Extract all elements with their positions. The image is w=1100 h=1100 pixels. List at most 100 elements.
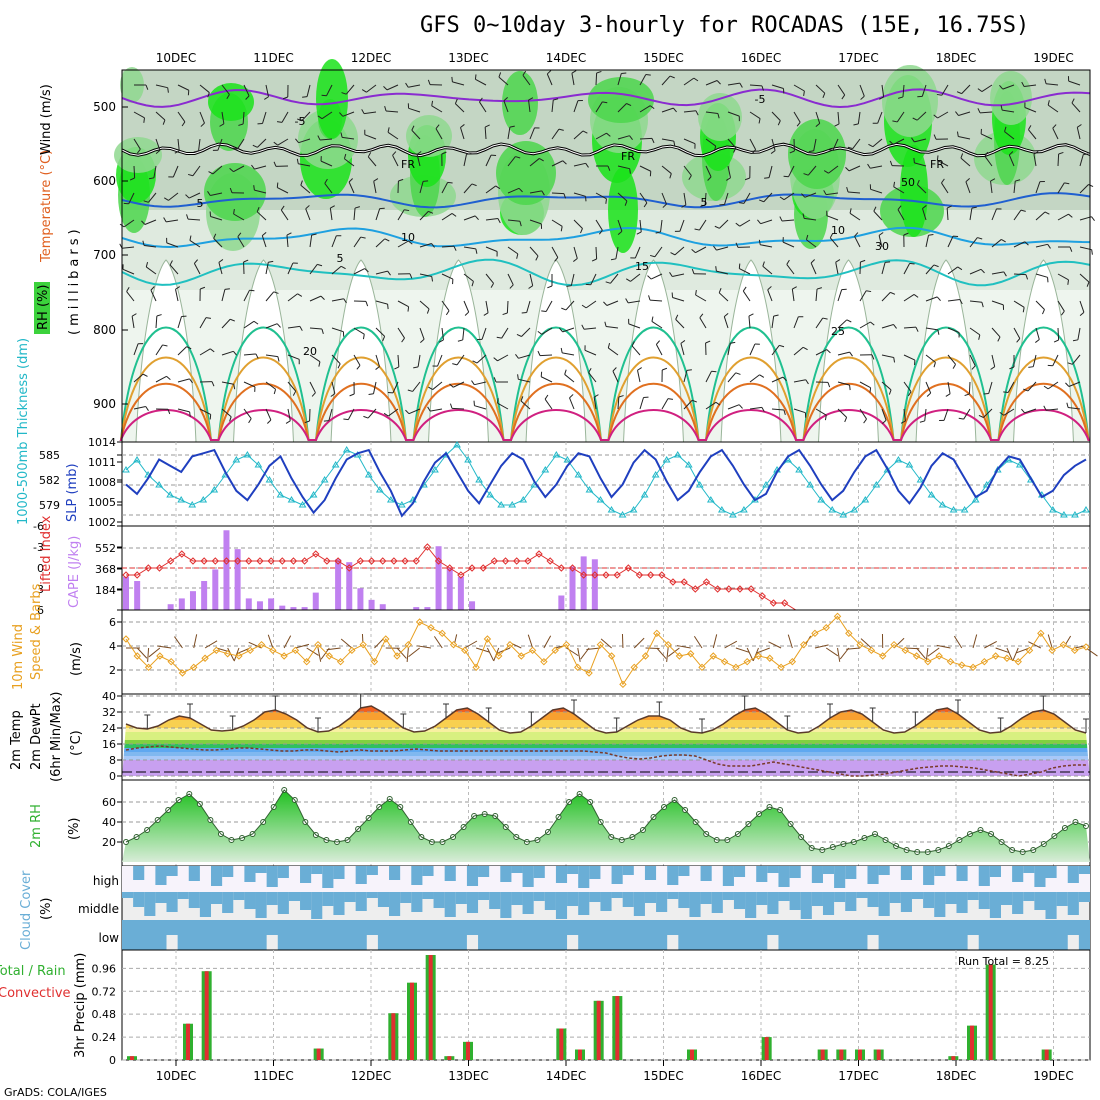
cape-bar xyxy=(413,607,420,610)
barb-flag xyxy=(431,276,434,282)
contour-label--5: -5 xyxy=(295,115,306,128)
barb-flag xyxy=(493,377,497,383)
barb xyxy=(320,160,333,167)
precip-conv-bar xyxy=(410,982,414,1060)
barb-flag xyxy=(189,378,193,384)
barb xyxy=(286,235,289,248)
barb xyxy=(331,235,337,248)
barb xyxy=(375,208,381,221)
barb xyxy=(639,105,651,113)
thickness-point xyxy=(309,491,318,498)
barb xyxy=(265,323,278,329)
barb xyxy=(634,246,641,259)
barb-flag xyxy=(447,181,453,184)
barb xyxy=(917,184,927,194)
barb xyxy=(771,376,784,383)
cloud-mid-bar xyxy=(856,892,868,898)
cape-bar xyxy=(368,599,375,610)
barb xyxy=(221,318,231,329)
temp-tick-32: 32 xyxy=(102,706,116,719)
wind10m-barb xyxy=(724,640,738,649)
wind10m-barb xyxy=(493,647,500,662)
cape-bar xyxy=(301,607,308,610)
dry-plume xyxy=(622,259,685,443)
slp-tick-1002: 1002 xyxy=(88,516,116,529)
barb-flag xyxy=(822,92,826,99)
barb xyxy=(573,162,586,167)
barb-flag xyxy=(452,363,458,366)
x-tick-11DEC: 11DEC xyxy=(253,1069,293,1083)
barb xyxy=(331,265,342,275)
li-point xyxy=(345,564,353,572)
barb xyxy=(991,271,1004,275)
barb-flag xyxy=(1021,81,1025,87)
barb-flag xyxy=(276,182,279,188)
wind10m-barb xyxy=(1085,647,1098,657)
barb xyxy=(166,219,179,223)
barb-flag xyxy=(779,216,783,222)
barb xyxy=(573,130,584,140)
li-tick--3: -3 xyxy=(33,541,44,554)
wind10m-barb xyxy=(408,647,420,658)
barb xyxy=(551,219,563,227)
barb xyxy=(705,371,712,383)
cloud-mid-bar xyxy=(867,892,879,907)
barb-flag xyxy=(783,409,786,415)
barb xyxy=(1035,181,1041,194)
barb xyxy=(386,110,399,113)
barb xyxy=(683,370,688,383)
barb-flag xyxy=(1067,362,1073,365)
barb xyxy=(507,187,520,194)
barb xyxy=(145,266,157,275)
barb-flag xyxy=(143,200,149,203)
cloud-mid-bar xyxy=(1056,892,1068,906)
barb-flag xyxy=(343,298,347,304)
cloud-high-bar xyxy=(867,866,879,884)
wind10m-barb xyxy=(846,647,861,650)
barb-flag xyxy=(277,356,280,362)
cape-bar xyxy=(379,604,386,610)
barb xyxy=(595,192,607,200)
barb xyxy=(607,347,619,356)
barb-flag xyxy=(651,138,655,144)
barb xyxy=(815,84,826,94)
barb xyxy=(793,84,805,92)
barb xyxy=(133,165,136,179)
barb xyxy=(826,215,839,221)
barb-flag xyxy=(330,393,336,397)
barb xyxy=(544,398,553,410)
barb-flag xyxy=(562,160,567,165)
barb-flag xyxy=(1071,98,1075,104)
barb xyxy=(705,401,717,410)
barb-flag xyxy=(162,119,166,125)
rh2m-series xyxy=(122,787,1090,862)
barb-flag xyxy=(670,252,676,256)
barb-flag xyxy=(759,374,765,378)
barb-flag xyxy=(645,74,651,76)
rh-cell xyxy=(882,65,938,137)
barb xyxy=(329,208,333,221)
barb xyxy=(961,84,971,94)
cloud-mid-bar xyxy=(889,892,901,903)
cloud-mid-bar xyxy=(511,892,523,905)
cloud-mid-bar xyxy=(500,892,512,918)
barb xyxy=(287,325,300,329)
barb xyxy=(881,324,894,329)
barb-flag xyxy=(714,225,720,229)
barb xyxy=(123,219,135,228)
barb-flag xyxy=(449,403,453,409)
barb xyxy=(981,84,993,92)
barb xyxy=(392,381,399,394)
cloud-mid-bar xyxy=(878,892,890,916)
barb xyxy=(835,262,839,275)
wind10m-barb xyxy=(586,647,601,650)
barb xyxy=(1057,153,1060,167)
barb xyxy=(261,235,267,248)
barb xyxy=(617,192,628,202)
cloud-high-bar xyxy=(756,866,768,882)
barb xyxy=(941,182,949,194)
barb xyxy=(485,300,489,313)
barb xyxy=(749,343,756,356)
barb-flag xyxy=(1066,402,1069,408)
barb xyxy=(837,381,850,386)
